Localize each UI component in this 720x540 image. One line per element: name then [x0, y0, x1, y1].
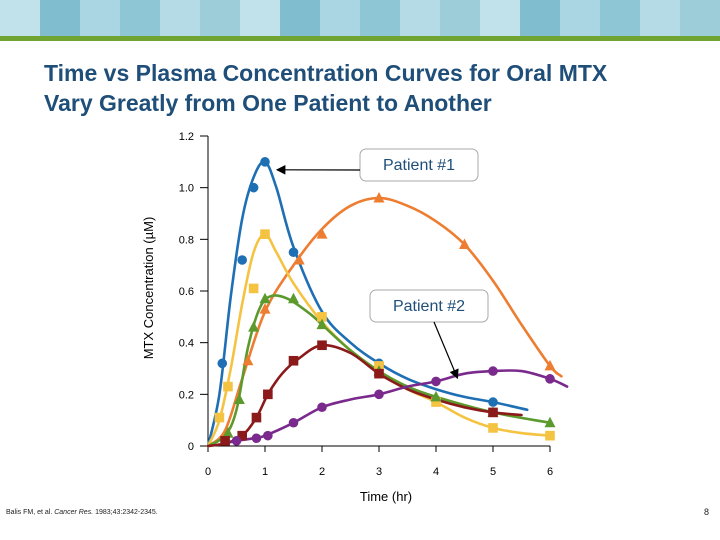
banner-tile: [80, 0, 120, 36]
x-tick-label: 4: [433, 466, 439, 478]
banner-tile: [440, 0, 480, 36]
y-tick-label: 0.6: [179, 286, 194, 298]
data-point-patient-2: [545, 374, 555, 384]
data-point-green: [233, 393, 245, 404]
data-point-green: [316, 318, 328, 330]
data-point-dark-red: [220, 436, 230, 446]
banner-tile: [0, 0, 40, 36]
data-point-patient-2: [251, 433, 262, 444]
banner-tile: [160, 0, 200, 36]
data-point-patient-1: [237, 255, 247, 265]
x-tick-label: 0: [205, 466, 211, 478]
series-line-green: [206, 294, 552, 448]
banner-tile: [480, 0, 520, 36]
header-rule: [0, 36, 720, 41]
slide-title: Time vs Plasma Concentration Curves for …: [44, 58, 694, 118]
data-point-dark-red: [251, 412, 262, 423]
data-point-patient-2: [288, 417, 299, 428]
banner-tile: [600, 0, 640, 36]
banner-tile: [680, 0, 720, 36]
data-point-dark-red: [288, 355, 299, 366]
data-point-patient-2: [488, 366, 498, 376]
citation-journal: Cancer Res.: [54, 509, 94, 516]
data-point-dark-red: [237, 430, 247, 441]
data-point-orange: [293, 254, 305, 265]
data-point-patient-2: [263, 430, 273, 441]
data-point-dark-red: [488, 407, 498, 418]
y-axis-label: MTX Concentration (µM): [141, 217, 156, 360]
callout-box-patient-2: [369, 289, 489, 323]
data-point-yellow: [223, 381, 233, 392]
y-tick-label: 0.8: [179, 234, 194, 246]
x-tick-label: 6: [547, 466, 553, 478]
banner-tile: [320, 0, 360, 36]
y-tick-label: 0.4: [179, 338, 194, 350]
data-point-patient-2: [317, 402, 327, 413]
banner-tile: [400, 0, 440, 36]
banner-tile: [120, 0, 160, 36]
callout-box-patient-1: [359, 148, 479, 182]
data-point-green: [430, 390, 442, 402]
callout-label-patient-1: Patient #1: [383, 157, 455, 174]
data-point-green: [288, 292, 299, 304]
data-point-yellow: [248, 283, 259, 294]
data-point-dark-red: [263, 389, 273, 400]
data-point-orange: [316, 228, 328, 239]
callout-label-patient-2: Patient #2: [393, 298, 465, 315]
callout-arrow-patient-2: [433, 321, 459, 380]
data-point-patient-1: [248, 182, 259, 193]
data-point-yellow: [545, 430, 555, 441]
y-tick-label: 0: [188, 441, 194, 453]
data-point-patient-2: [231, 436, 242, 446]
data-point-dark-red: [317, 340, 327, 351]
banner-tile: [520, 0, 560, 36]
slide-number: 8: [704, 507, 710, 517]
y-tick-label: 0.2: [179, 389, 194, 401]
data-point-patient-1: [260, 157, 270, 167]
x-tick-label: 5: [490, 466, 496, 478]
citation-authors: Balis FM, et al.: [6, 509, 55, 516]
banner-tile: [560, 0, 600, 36]
x-axis-label: Time (hr): [360, 489, 412, 504]
banner-tile: [40, 0, 80, 36]
data-point-patient-1: [288, 247, 299, 258]
data-point-green: [259, 292, 271, 304]
data-point-patient-1: [488, 397, 498, 407]
x-tick-label: 1: [262, 466, 268, 478]
data-point-orange: [242, 354, 254, 366]
header-banner: [0, 0, 720, 36]
data-point-yellow: [488, 423, 498, 433]
series-line-patient-1: [206, 160, 529, 448]
title-line-1: Time vs Plasma Concentration Curves for …: [44, 60, 608, 86]
data-point-orange: [259, 303, 271, 314]
x-tick-label: 2: [319, 466, 325, 478]
y-tick-label: 1.0: [179, 183, 194, 195]
data-point-orange: [544, 359, 556, 371]
data-point-orange: [373, 192, 385, 203]
banner-tile: [640, 0, 680, 36]
data-point-patient-2: [431, 376, 441, 387]
data-point-green: [248, 321, 260, 332]
data-point-green: [222, 427, 234, 438]
x-tick-label: 3: [376, 466, 382, 478]
data-point-dark-red: [374, 368, 384, 379]
banner-tile: [240, 0, 280, 36]
data-point-yellow: [317, 312, 327, 322]
data-point-yellow: [214, 412, 225, 423]
data-point-patient-1: [217, 358, 228, 369]
citation-volume: 1983;43:2342-2345.: [93, 509, 158, 516]
title-line-2: Vary Greatly from One Patient to Another: [44, 90, 492, 116]
data-point-yellow: [260, 229, 270, 239]
banner-tile: [280, 0, 320, 36]
citation: Balis FM, et al. Cancer Res. 1983;43:234…: [6, 509, 158, 516]
data-point-yellow: [431, 397, 441, 407]
banner-tile: [360, 0, 400, 36]
data-point-green: [544, 416, 556, 428]
data-point-orange: [459, 238, 470, 249]
data-point-patient-2: [374, 389, 384, 400]
banner-tile: [200, 0, 240, 36]
y-tick-label: 1.2: [179, 131, 194, 143]
